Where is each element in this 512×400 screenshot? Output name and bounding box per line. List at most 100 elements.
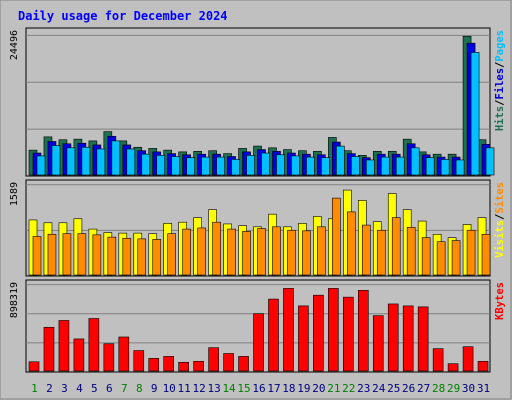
legend-kbytes: KBytes [494, 282, 506, 320]
bar-pages-day-20 [321, 157, 330, 176]
bar-pages-day-3 [66, 147, 76, 176]
x-tick-label-5: 5 [91, 382, 98, 395]
bar-sites-day-8 [137, 238, 147, 276]
bar-kbytes-day-17 [268, 298, 279, 372]
bar-pages-day-1 [36, 155, 46, 176]
bar-pages-day-31 [485, 147, 495, 176]
panel-legend: Visits/Sites [494, 182, 506, 258]
bar-sites-day-29 [451, 240, 461, 276]
bar-sites-day-21 [332, 197, 341, 276]
bar-pages-day-18 [291, 155, 300, 176]
x-tick-label-22: 22 [342, 382, 355, 395]
bar-kbytes-day-31 [477, 360, 489, 372]
chart-title: Daily usage for December 2024 [18, 9, 228, 23]
bar-sites-day-19 [302, 230, 311, 276]
x-tick-label-7: 7 [121, 382, 128, 395]
x-tick-label-3: 3 [61, 382, 68, 395]
bar-sites-day-3 [62, 233, 72, 276]
x-tick-label-20: 20 [312, 382, 325, 395]
bar-sites-day-28 [436, 241, 446, 276]
bar-kbytes-day-15 [238, 356, 249, 372]
x-tick-label-17: 17 [267, 382, 280, 395]
x-tick-label-25: 25 [387, 382, 400, 395]
bar-pages-day-9 [156, 155, 166, 176]
bar-kbytes-day-19 [298, 305, 309, 372]
x-axis-labels: 1 2 3 4 5 6 7 8 9 10 11 12 13 14 15 16 17 18 19 20 21 22 23 24 2… [31, 382, 490, 395]
bar-pages-day-6 [111, 140, 121, 176]
x-tick-label-14: 14 [222, 382, 236, 395]
panel-legend: KBytes [494, 282, 506, 320]
legend-files: Files [494, 68, 506, 100]
bar-kbytes-day-11 [178, 361, 189, 372]
x-tick-label-23: 23 [357, 382, 370, 395]
x-tick-label-26: 26 [402, 382, 415, 395]
panel-scale-label: 24496 [9, 30, 20, 60]
bar-kbytes-day-29 [447, 363, 459, 372]
bar-kbytes-day-12 [193, 360, 204, 372]
bar-kbytes-day-10 [163, 356, 175, 372]
x-tick-label-15: 15 [237, 382, 250, 395]
bar-kbytes-day-2 [43, 326, 55, 372]
bar-pages-day-22 [351, 156, 360, 176]
bar-sites-day-13 [212, 221, 221, 276]
bar-pages-day-19 [306, 156, 315, 176]
bar-sites-day-18 [287, 229, 296, 276]
x-tick-label-9: 9 [151, 382, 158, 395]
bar-sites-day-14 [227, 228, 236, 276]
legend-hits: Hits [494, 106, 506, 131]
bar-kbytes-day-18 [283, 288, 294, 372]
panel-scale-label: 898319 [9, 282, 20, 318]
legend-separator: / [494, 62, 506, 68]
bar-kbytes-day-23 [357, 290, 369, 372]
bar-pages-day-30 [470, 52, 480, 176]
bar-kbytes-day-16 [253, 313, 264, 372]
bar-sites-day-6 [107, 236, 117, 276]
bar-sites-day-17 [272, 226, 281, 276]
x-tick-label-11: 11 [178, 382, 191, 395]
panel-3: 898319 KBytes [9, 279, 506, 373]
bar-sites-day-24 [376, 229, 386, 276]
bar-kbytes-day-8 [133, 350, 145, 372]
bar-sites-day-16 [257, 228, 266, 276]
bar-sites-day-20 [317, 226, 326, 276]
bar-sites-day-11 [182, 228, 191, 276]
bar-pages-day-11 [186, 157, 195, 176]
bar-kbytes-day-24 [372, 315, 384, 372]
bar-kbytes-day-1 [28, 361, 40, 372]
bar-sites-day-5 [92, 234, 102, 276]
bar-kbytes-day-21 [328, 288, 339, 372]
bar-sites-day-1 [32, 236, 42, 276]
x-tick-label-31: 31 [477, 382, 490, 395]
bar-kbytes-day-7 [118, 336, 130, 372]
bar-pages-day-21 [336, 145, 345, 176]
bar-kbytes-day-28 [432, 348, 444, 372]
bar-pages-day-4 [81, 146, 91, 176]
bar-sites-day-15 [242, 231, 251, 276]
panel-2: 1589 Visits/Sites [9, 179, 506, 277]
bar-pages-day-25 [395, 156, 405, 176]
bar-sites-day-30 [466, 229, 476, 276]
x-tick-label-30: 30 [462, 382, 475, 395]
legend-visits: Visits [494, 220, 506, 258]
bar-pages-day-17 [276, 154, 285, 176]
bar-sites-day-26 [406, 227, 416, 276]
bar-kbytes-day-3 [58, 320, 70, 372]
bar-kbytes-day-25 [387, 303, 399, 372]
bar-kbytes-day-27 [417, 306, 429, 372]
x-tick-label-18: 18 [282, 382, 295, 395]
x-tick-label-4: 4 [76, 382, 83, 395]
bar-pages-day-7 [126, 148, 136, 176]
bar-pages-day-23 [365, 159, 375, 176]
panel-legend: Hits/Files/Pages [494, 30, 506, 131]
bar-sites-day-10 [167, 233, 177, 276]
x-tick-label-19: 19 [297, 382, 310, 395]
bar-pages-day-27 [425, 157, 435, 176]
bar-sites-day-7 [122, 237, 132, 276]
x-tick-label-24: 24 [372, 382, 386, 395]
x-tick-label-28: 28 [432, 382, 445, 395]
bar-kbytes-day-5 [88, 318, 100, 372]
chart-panels: 24496Hits/Files/Pages1589Visits/Sites898… [9, 27, 506, 395]
bar-kbytes-day-9 [148, 358, 160, 372]
bar-sites-day-2 [47, 233, 57, 276]
